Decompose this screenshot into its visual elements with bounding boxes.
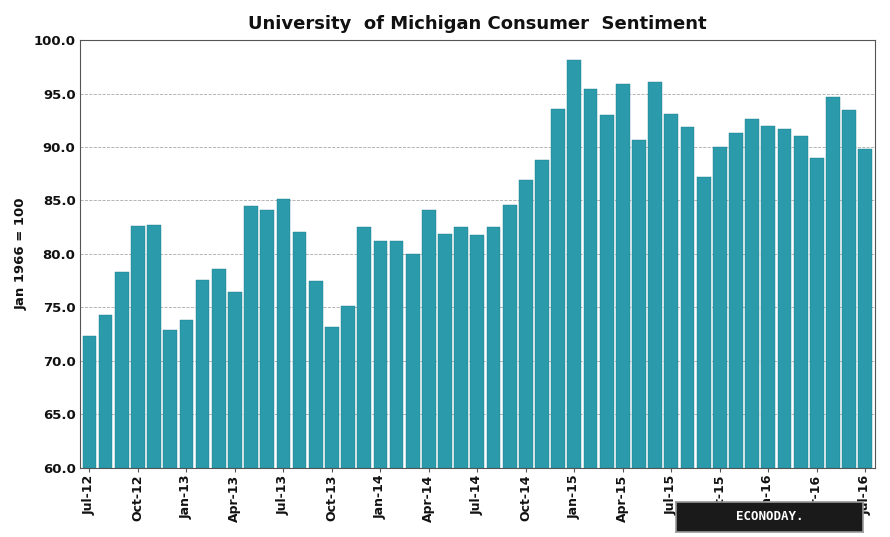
Bar bbox=[438, 234, 452, 468]
Title: University  of Michigan Consumer  Sentiment: University of Michigan Consumer Sentimen… bbox=[248, 15, 707, 33]
Bar bbox=[212, 269, 225, 468]
Bar bbox=[584, 89, 597, 468]
Bar bbox=[665, 114, 678, 468]
Bar bbox=[115, 272, 129, 468]
Bar bbox=[83, 336, 96, 468]
Bar bbox=[568, 61, 581, 468]
Bar bbox=[131, 226, 145, 468]
Bar bbox=[228, 293, 242, 468]
Bar bbox=[325, 326, 339, 468]
Text: ECONODAY.: ECONODAY. bbox=[736, 510, 804, 524]
Bar bbox=[859, 149, 872, 468]
Bar bbox=[390, 241, 403, 468]
Bar bbox=[810, 158, 823, 468]
Bar bbox=[422, 210, 436, 468]
Bar bbox=[616, 84, 630, 468]
Bar bbox=[600, 115, 613, 468]
Bar bbox=[244, 206, 258, 468]
Bar bbox=[681, 127, 694, 468]
Bar bbox=[826, 97, 840, 468]
Y-axis label: Jan 1966 = 100: Jan 1966 = 100 bbox=[15, 198, 28, 310]
Bar bbox=[99, 315, 112, 468]
Bar bbox=[762, 126, 775, 468]
Bar bbox=[503, 205, 516, 468]
Bar bbox=[551, 108, 565, 468]
Bar bbox=[778, 129, 791, 468]
Bar bbox=[147, 225, 161, 468]
Bar bbox=[196, 280, 209, 468]
Bar bbox=[341, 306, 355, 468]
Bar bbox=[648, 82, 662, 468]
Bar bbox=[293, 231, 306, 468]
Bar bbox=[374, 241, 387, 468]
Bar bbox=[519, 180, 533, 468]
Bar bbox=[309, 281, 322, 468]
Bar bbox=[277, 199, 290, 468]
Bar bbox=[632, 140, 646, 468]
Bar bbox=[471, 235, 484, 468]
Bar bbox=[358, 227, 371, 468]
Bar bbox=[842, 110, 856, 468]
Bar bbox=[745, 119, 759, 468]
Bar bbox=[794, 136, 807, 468]
Bar bbox=[487, 227, 500, 468]
Bar bbox=[180, 320, 193, 468]
Bar bbox=[164, 330, 177, 468]
Bar bbox=[535, 160, 549, 468]
Bar bbox=[261, 210, 274, 468]
Bar bbox=[729, 133, 743, 468]
Bar bbox=[406, 254, 419, 468]
Bar bbox=[697, 177, 710, 468]
Bar bbox=[713, 147, 727, 468]
Bar bbox=[454, 227, 468, 468]
